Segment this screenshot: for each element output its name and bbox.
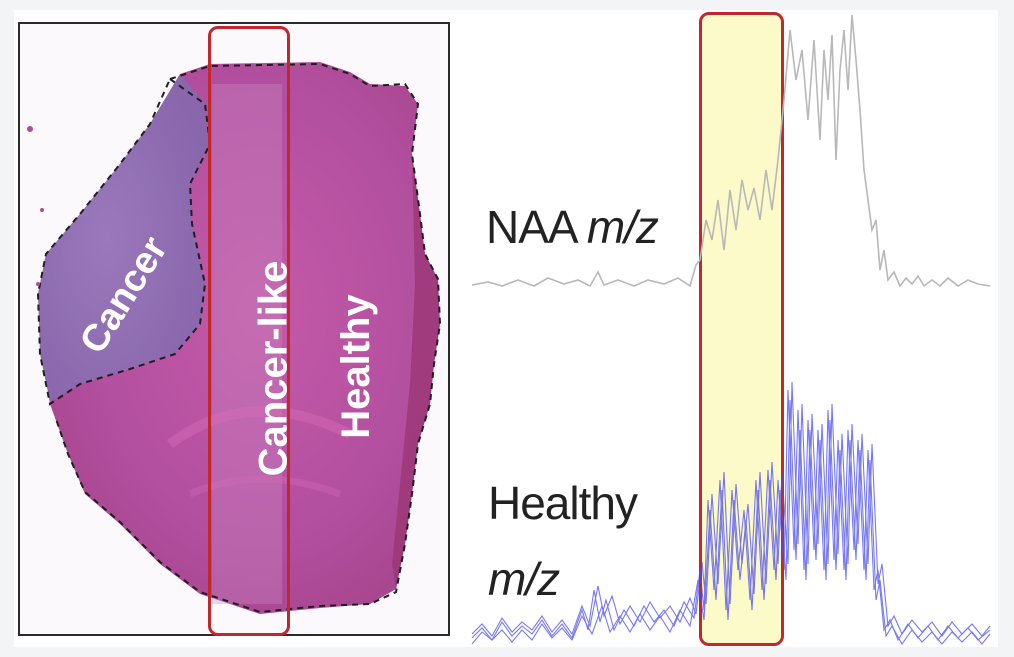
tissue-section-image: Cancer Cancer-like Healthy [18,22,450,636]
healthy-region-label: Healthy [333,294,378,439]
tissue-section-drawing [27,62,442,614]
cancer-region [38,74,210,402]
naa-trace [471,14,991,288]
spectra-plot [471,14,991,646]
healthy-traces [471,381,991,646]
healthy-mz-label-line2: m/z [488,553,560,605]
healthy-mz-label-line1: Healthy [488,477,638,529]
cancer-like-roi-outline [208,26,290,636]
naa-mz-label: NAA m/z [486,201,659,253]
